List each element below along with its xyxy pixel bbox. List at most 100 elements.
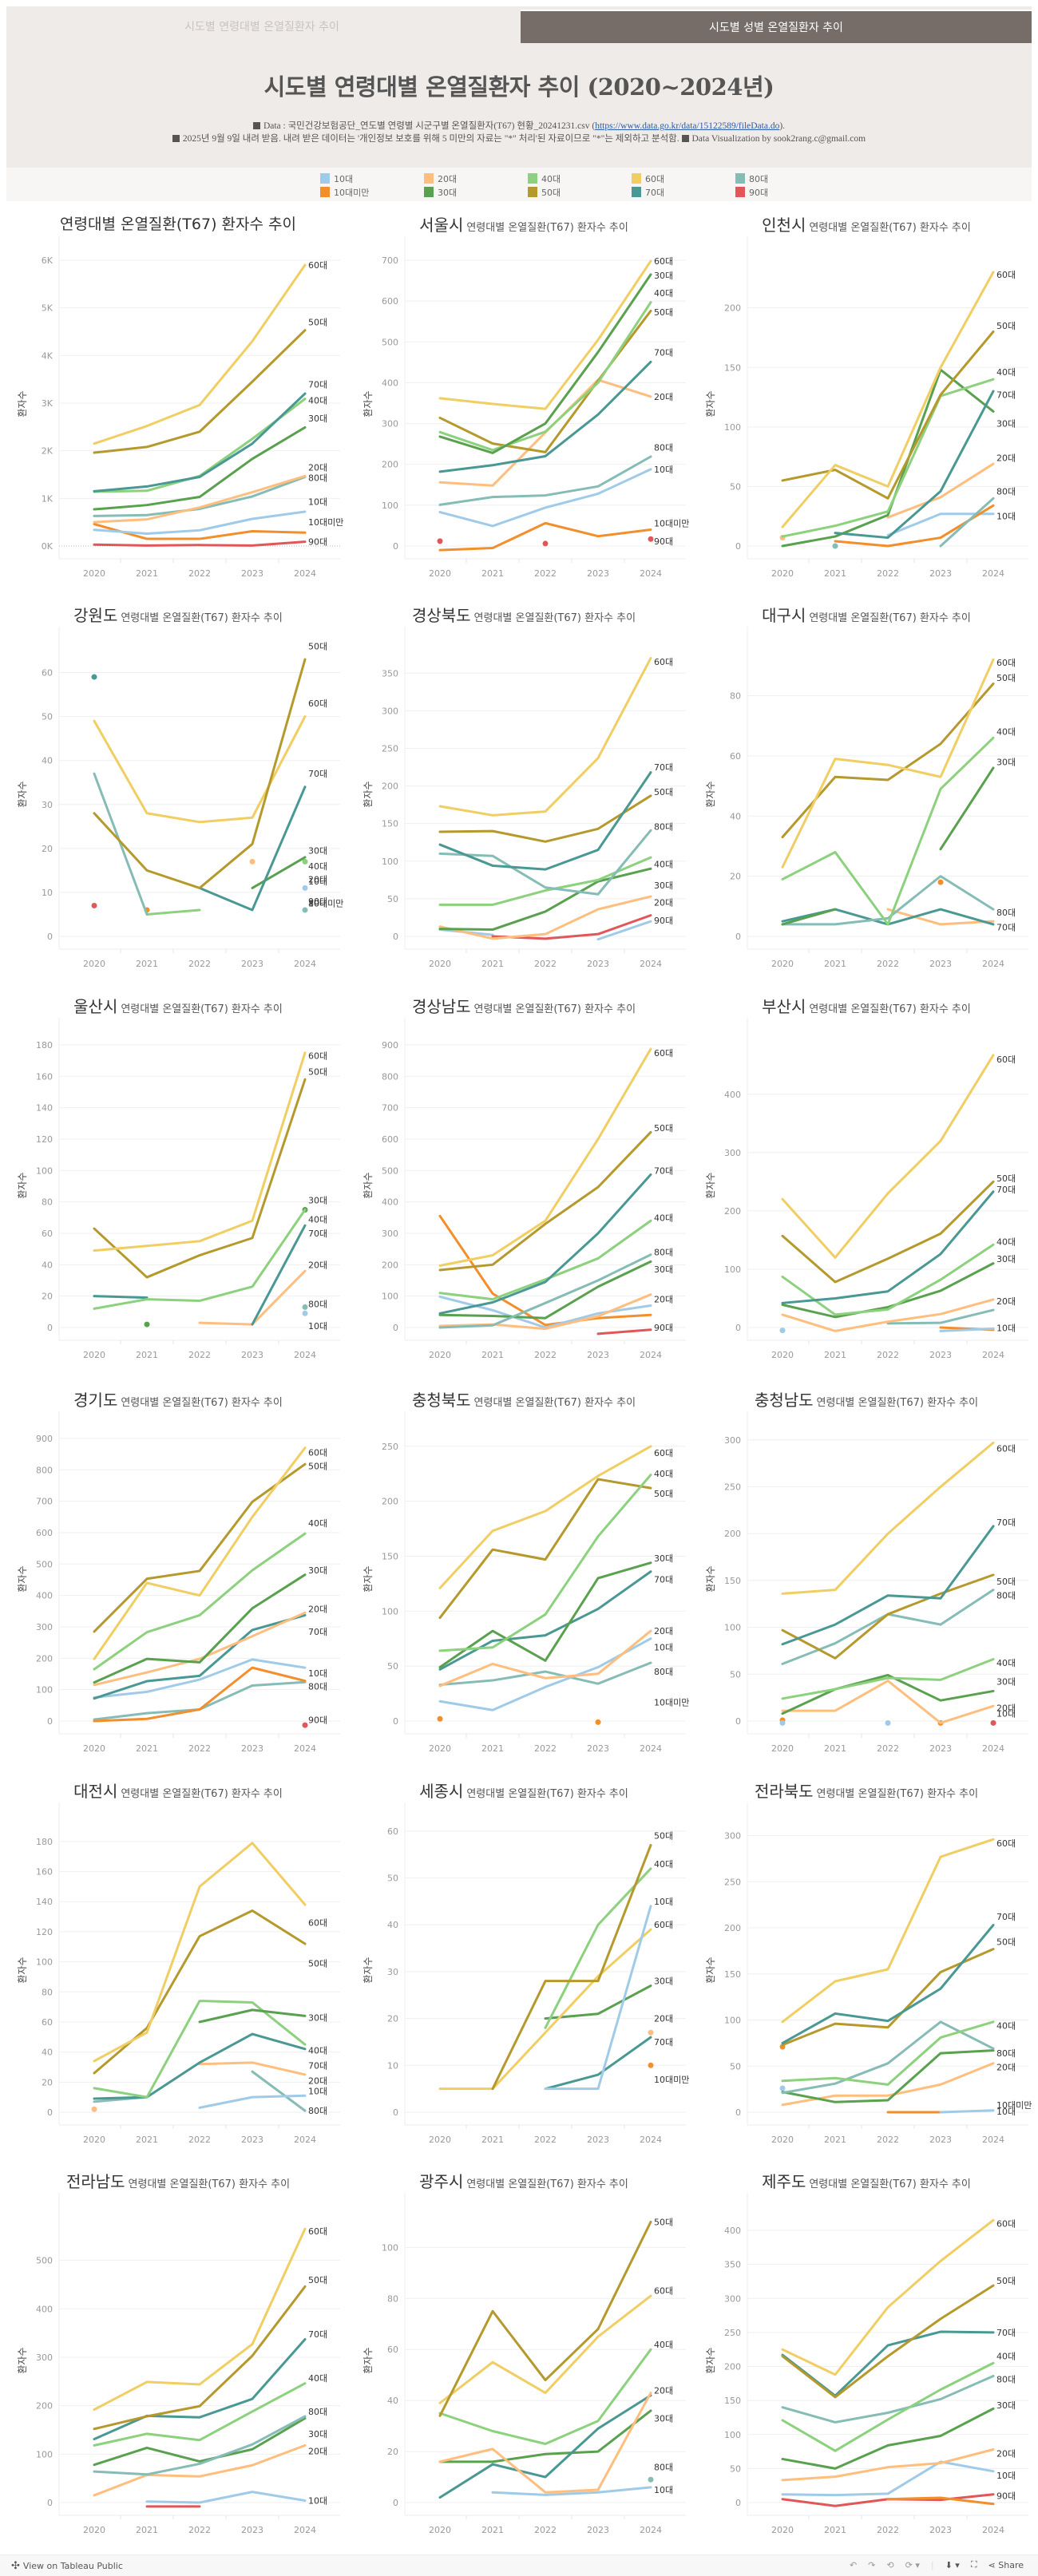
series-80대[interactable] [93,475,307,517]
series-line[interactable] [93,263,307,445]
series-60대[interactable] [781,271,995,528]
series-80대[interactable] [302,1304,308,1310]
series-line[interactable] [93,540,307,547]
series-line[interactable] [93,772,149,916]
series-line[interactable] [781,1525,995,1646]
series-10대[interactable] [438,1295,652,1329]
series-line[interactable] [145,2491,307,2504]
series-line[interactable] [438,301,652,452]
series-70대[interactable] [438,2394,652,2499]
series-line[interactable] [886,1308,995,1325]
series-line[interactable] [781,682,995,839]
series-line[interactable] [438,867,652,932]
series-line[interactable] [438,455,652,506]
series-line[interactable] [491,1843,652,2091]
series-80대[interactable] [93,2070,307,2112]
legend-item[interactable]: 90대 [735,185,839,199]
series-60대[interactable] [438,1047,652,1267]
series-line[interactable] [93,2415,307,2476]
series-line[interactable] [93,2443,307,2497]
series-70대[interactable] [781,1525,995,1646]
series-50대[interactable] [781,330,995,500]
series-line[interactable] [93,1295,149,1300]
series-50대[interactable] [781,1573,995,1660]
series-40대[interactable] [438,1219,652,1301]
series-20대[interactable] [438,895,652,940]
series-line[interactable] [198,785,307,912]
series-line[interactable] [781,1298,995,1332]
series-30대[interactable] [544,1984,652,2020]
series-line[interactable] [438,1570,652,1671]
data-point[interactable] [302,1722,308,1728]
series-60대[interactable] [781,658,995,869]
series-line[interactable] [834,390,995,540]
series-30대[interactable] [93,1573,307,1684]
series-line[interactable] [781,2049,995,2103]
series-line[interactable] [251,2070,307,2112]
series-80대[interactable] [781,2020,995,2095]
legend-item[interactable]: 60대 [632,172,735,185]
series-80대[interactable] [438,1661,652,1687]
series-70대[interactable] [438,360,652,473]
series-60대[interactable] [781,1054,995,1259]
series-line[interactable] [781,1924,995,2044]
series-40대[interactable] [781,2020,995,2086]
legend-item[interactable]: 50대 [528,185,632,199]
series-50대[interactable] [491,1843,652,2091]
series-line[interactable] [781,875,995,926]
series-10대[interactable] [198,2094,307,2109]
data-point[interactable] [302,1304,308,1310]
series-40대[interactable] [781,2361,995,2452]
series-10대미만[interactable] [648,2062,654,2068]
series-10대미만[interactable] [93,523,307,540]
series-line[interactable] [438,2294,652,2404]
series-line[interactable] [93,2227,307,2411]
series-30대[interactable] [251,856,307,889]
data-point[interactable] [779,1719,786,1726]
data-point[interactable] [302,858,308,865]
series-80대[interactable] [438,455,652,506]
series-80대[interactable] [781,1589,995,1665]
series-line[interactable] [544,1867,652,2029]
series-line[interactable] [781,1441,995,1595]
series-30대[interactable] [781,1262,995,1319]
series-line[interactable] [939,2109,995,2114]
view-on-tableau-link[interactable]: ✣ View on Tableau Public [11,2560,123,2572]
series-60대[interactable] [781,1838,995,2024]
data-point[interactable] [302,884,308,891]
series-10대[interactable] [145,2491,307,2504]
series-70대[interactable] [438,1570,652,1671]
series-line[interactable] [438,360,652,473]
series-line[interactable] [781,330,995,500]
series-10대[interactable] [779,1327,995,1334]
series-line[interactable] [781,271,995,528]
series-40대[interactable] [93,2382,307,2447]
series-line[interactable] [544,1905,652,2091]
legend-item[interactable]: 20대 [424,172,528,185]
series-10대미만[interactable] [437,1715,601,1725]
series-line[interactable] [781,2448,995,2482]
series-60대[interactable] [93,1446,307,1660]
data-point[interactable] [249,858,256,865]
series-line[interactable] [781,658,995,869]
series-70대[interactable] [91,674,307,912]
series-line[interactable] [438,771,652,871]
series-50대[interactable] [438,1478,652,1620]
series-line[interactable] [93,523,307,540]
series-line[interactable] [781,2361,995,2452]
data-point[interactable] [437,1715,443,1722]
series-line[interactable] [939,497,995,548]
series-line[interactable] [93,1666,307,1723]
series-90대[interactable] [93,540,307,547]
series-30대[interactable] [438,273,652,454]
series-50대[interactable] [438,2220,652,2417]
data-point[interactable] [91,2106,97,2112]
series-80대[interactable] [781,2374,995,2424]
series-40대[interactable] [145,858,308,916]
tab-gender-trend[interactable]: 시도별 성별 온열질환자 추이 [521,10,1032,43]
series-10대[interactable] [302,1310,308,1316]
series-90대[interactable] [302,1722,308,1728]
series-30대[interactable] [93,2416,307,2467]
series-line[interactable] [438,1253,652,1329]
series-70대[interactable] [834,390,995,540]
